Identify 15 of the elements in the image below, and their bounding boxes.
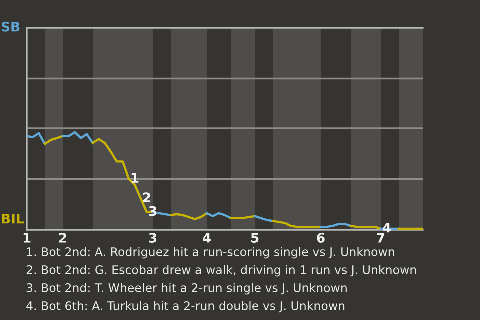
x-tick-label: 1 [24,233,31,243]
text: SB [2,22,20,32]
text: 4. Bot 6th: A. Turkula hit a 2-run double vs J. Unknown [26,301,345,313]
x-tick-label: 6 [317,233,325,243]
x-tick-label: 7 [377,233,385,243]
x-tick-label: 4 [203,233,211,243]
annotation: 2 [143,192,150,202]
text: 3. Bot 2nd: T. Wheeler hit a 2-run single vs J. Unknown [26,283,347,295]
text: 1. Bot 2nd: A. Rodriguez hit a run-scoring single vs J. Unknown [27,247,394,259]
annotation: 1 [132,173,139,183]
x-tick-label: 2 [59,233,66,243]
text: BIL [2,214,24,224]
x-tick-label: 5 [251,233,259,243]
x-tick-label: 3 [149,233,157,243]
text: 2. Bot 2nd: G. Escobar drew a walk, driving in 1 run vs J. Unknown [26,265,416,277]
